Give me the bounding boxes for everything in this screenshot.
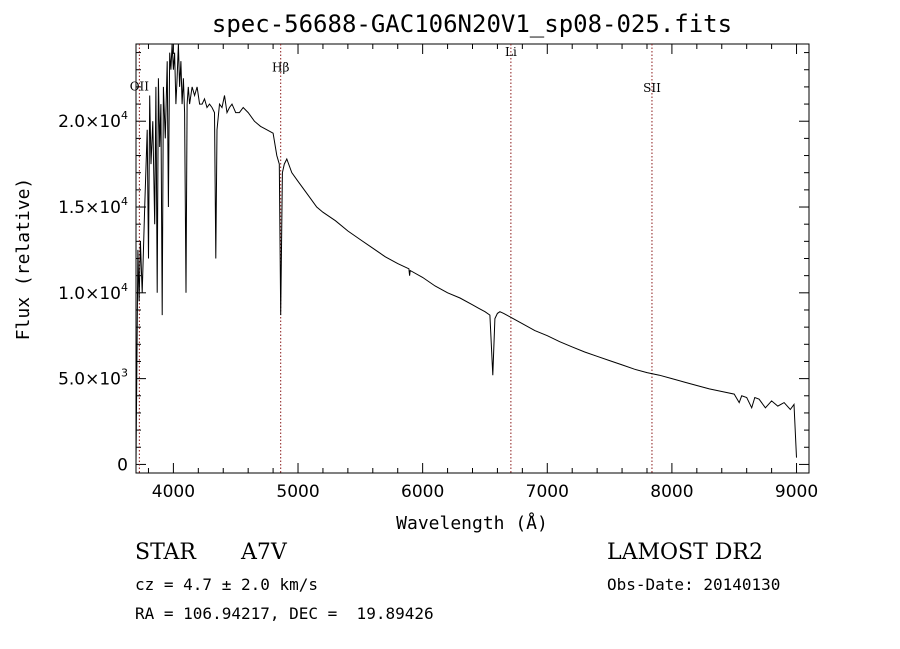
y-tick-label: 0	[117, 455, 128, 475]
spectral-line-label: SII	[643, 81, 661, 95]
spectral-line-label: Hβ	[272, 60, 289, 74]
axis-ticks	[136, 44, 809, 473]
x-tick-label: 9000	[775, 482, 818, 502]
y-tick-labels: 0 5.0×103 1.0×104 1.5×104 2.0×104	[58, 109, 128, 475]
spectrum-chart: spec-56688-GAC106N20V1_sp08-025.fits 400…	[13, 10, 818, 534]
x-tick-labels: 4000 5000 6000 7000 8000 9000	[152, 482, 818, 502]
y-tick-label: 5.0×103	[58, 367, 128, 390]
spectral-line-label: OII	[130, 79, 150, 93]
y-tick-label: 1.5×104	[58, 195, 128, 218]
observation-date: Obs-Date: 20140130	[607, 575, 781, 594]
coordinates-info: RA = 106.94217, DEC = 19.89426	[135, 604, 434, 623]
x-tick-label: 8000	[650, 482, 693, 502]
redshift-info: cz = 4.7 ± 2.0 km/s	[135, 575, 319, 594]
spectral-type: A7V	[241, 540, 287, 565]
y-tick-label: 1.0×104	[58, 281, 128, 304]
spectrum-line	[135, 43, 797, 465]
plot-frame	[135, 43, 810, 474]
y-tick-label: 2.0×104	[58, 109, 128, 132]
spectral-line-label: Li	[505, 45, 517, 59]
y-axis-label: Flux (relative)	[13, 178, 34, 341]
survey-name: LAMOST DR2	[607, 540, 763, 565]
spectral-line-markers: OII Hβ Li SII	[130, 44, 661, 473]
x-tick-label: 5000	[276, 482, 319, 502]
x-axis-label: Wavelength (Å)	[396, 512, 548, 534]
x-tick-label: 6000	[401, 482, 444, 502]
chart-title: spec-56688-GAC106N20V1_sp08-025.fits	[212, 10, 732, 38]
x-tick-label: 4000	[152, 482, 195, 502]
star-label: STAR	[135, 540, 196, 565]
x-tick-label: 7000	[526, 482, 569, 502]
